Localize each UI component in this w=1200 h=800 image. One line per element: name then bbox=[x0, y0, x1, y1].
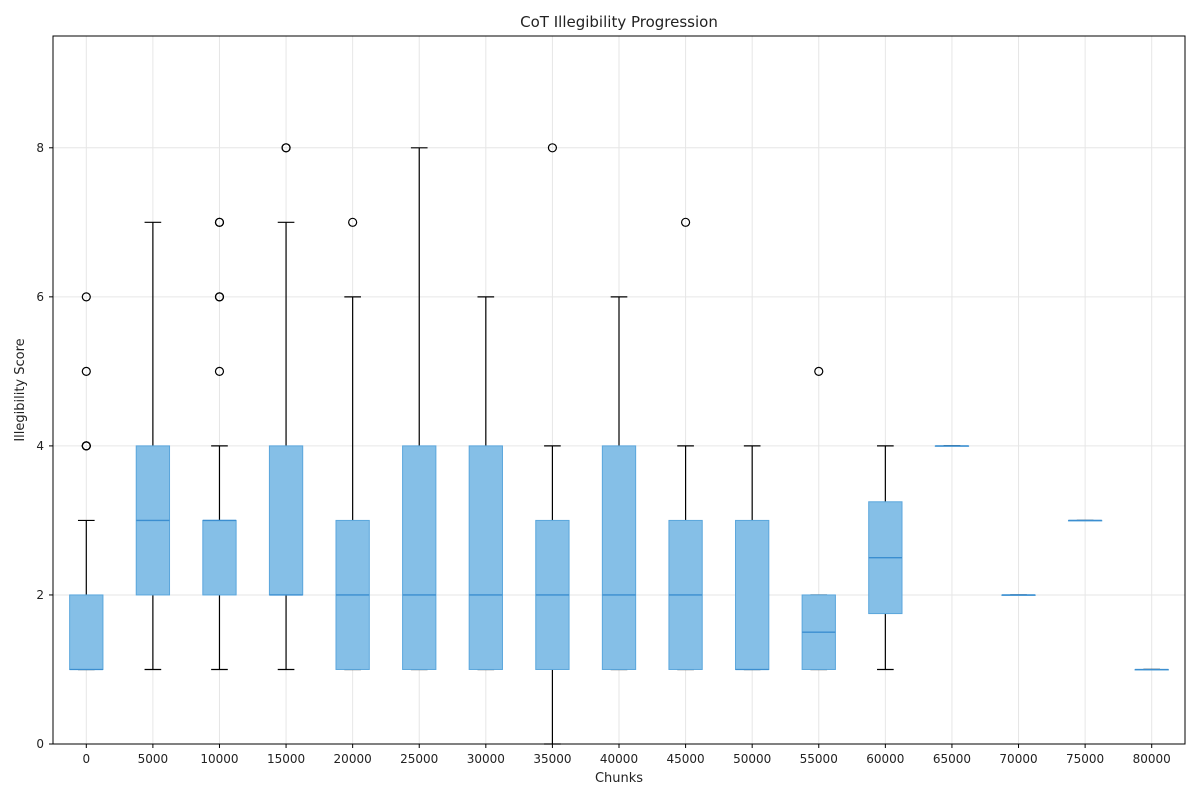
box-group bbox=[735, 445, 770, 671]
box-group bbox=[1134, 668, 1169, 671]
box-group bbox=[335, 217, 370, 671]
axis-ticks: 0 2 4 6 8 0 5000 10000 15000 20000 25000 30000 35000… bbox=[36, 141, 1170, 766]
x-tick-label: 70000 bbox=[999, 752, 1037, 766]
y-tick-label: 4 bbox=[36, 439, 44, 453]
x-tick-label: 80000 bbox=[1133, 752, 1171, 766]
outlier-point bbox=[348, 217, 358, 227]
outlier-point bbox=[214, 292, 225, 302]
outlier-point bbox=[680, 217, 691, 227]
y-tick-label: 2 bbox=[36, 588, 44, 602]
outlier-point bbox=[81, 366, 91, 376]
box-group bbox=[934, 445, 970, 447]
y-axis-label: Illegibility Score bbox=[13, 338, 28, 441]
x-tick-label: 10000 bbox=[200, 752, 238, 766]
x-tick-label: 15000 bbox=[267, 752, 305, 766]
x-tick-label: 35000 bbox=[533, 752, 571, 766]
box-group bbox=[268, 143, 304, 671]
x-tick-label: 65000 bbox=[933, 752, 971, 766]
box-group bbox=[135, 221, 171, 671]
outlier-point bbox=[547, 143, 558, 153]
outlier-point bbox=[814, 366, 824, 376]
box-group bbox=[535, 143, 570, 745]
box-group bbox=[1001, 594, 1036, 596]
outlier-point bbox=[81, 441, 91, 451]
iqr-box bbox=[69, 594, 104, 670]
x-tick-label: 50000 bbox=[733, 752, 771, 766]
x-tick-label: 20000 bbox=[334, 752, 372, 766]
chart-title: CoT Illegibility Progression bbox=[520, 13, 718, 31]
box-group bbox=[468, 296, 503, 671]
box-group bbox=[668, 217, 703, 671]
box-group bbox=[1067, 519, 1103, 522]
iqr-box bbox=[402, 445, 437, 670]
iqr-box bbox=[268, 445, 304, 596]
x-tick-label: 45000 bbox=[666, 752, 704, 766]
box-group bbox=[402, 147, 437, 671]
y-tick-label: 8 bbox=[36, 141, 44, 155]
outlier-point bbox=[214, 366, 225, 376]
iqr-box bbox=[202, 519, 237, 596]
box-group bbox=[868, 445, 903, 671]
x-tick-label: 60000 bbox=[866, 752, 904, 766]
x-tick-label: 30000 bbox=[467, 752, 505, 766]
x-tick-label: 25000 bbox=[400, 752, 438, 766]
y-tick-label: 0 bbox=[36, 737, 44, 751]
x-axis-label: Chunks bbox=[595, 771, 643, 786]
x-tick-label: 40000 bbox=[600, 752, 638, 766]
box-group bbox=[202, 217, 237, 671]
outlier-point bbox=[281, 143, 291, 153]
box-series bbox=[69, 143, 1169, 745]
x-tick-label: 5000 bbox=[138, 752, 169, 766]
iqr-box bbox=[468, 445, 503, 670]
outlier-point bbox=[81, 292, 91, 302]
x-tick-label: 75000 bbox=[1066, 752, 1104, 766]
x-tick-label: 55000 bbox=[800, 752, 838, 766]
y-tick-label: 6 bbox=[36, 290, 44, 304]
outlier-point bbox=[214, 217, 225, 227]
box-group bbox=[601, 296, 637, 671]
iqr-box bbox=[735, 519, 770, 670]
x-tick-label: 0 bbox=[82, 752, 90, 766]
box-group bbox=[69, 292, 104, 671]
box-group bbox=[801, 366, 836, 671]
iqr-box bbox=[601, 445, 637, 670]
